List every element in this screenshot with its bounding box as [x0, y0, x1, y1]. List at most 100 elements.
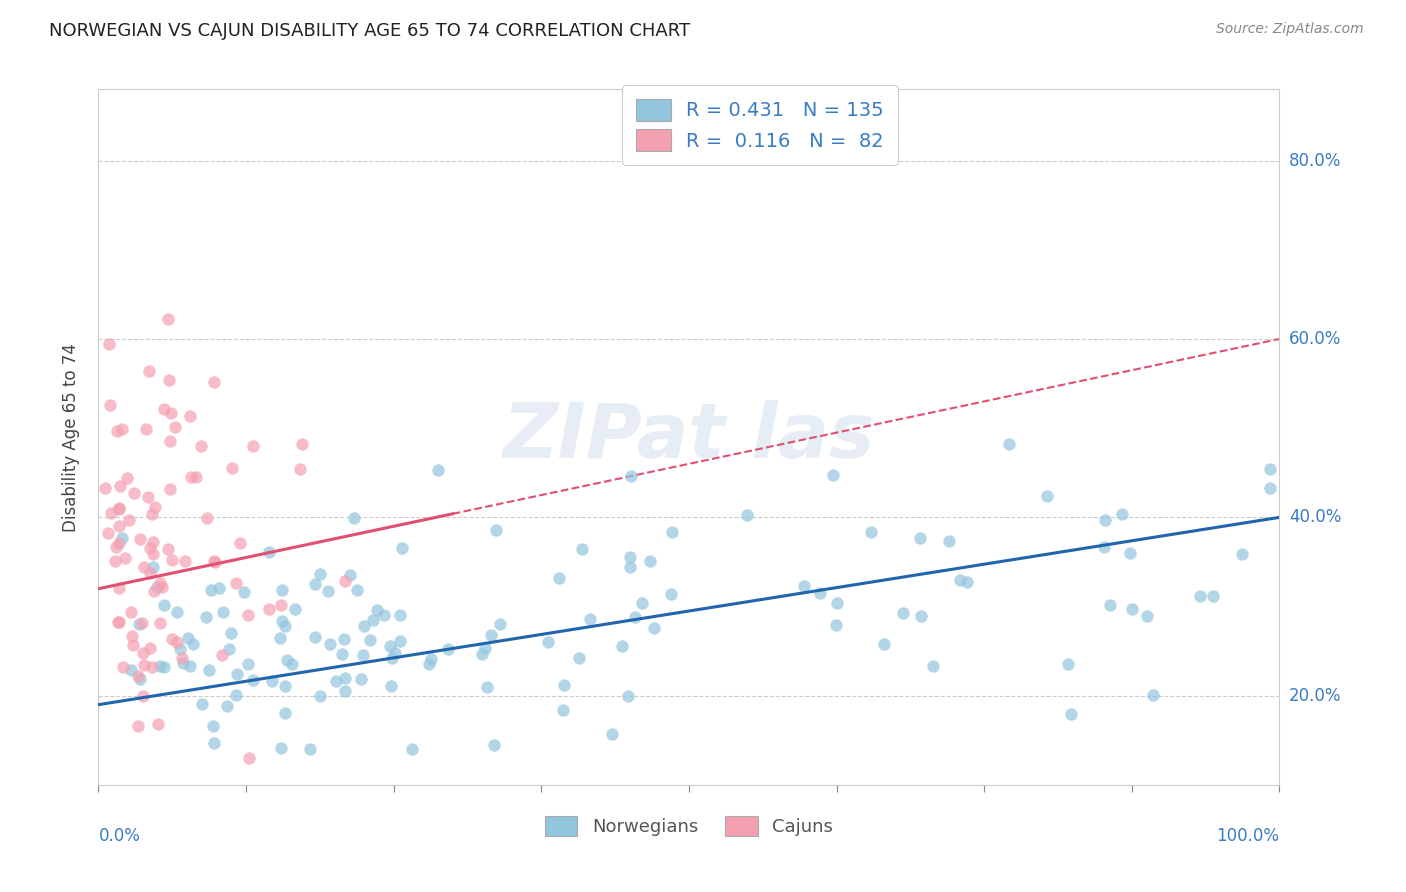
- Point: [568, 650, 591, 665]
- Point: [162, 632, 184, 646]
- Point: [191, 697, 214, 711]
- Point: [149, 575, 172, 590]
- Point: [333, 632, 356, 646]
- Point: [121, 638, 143, 652]
- Point: [108, 501, 131, 516]
- Point: [225, 688, 247, 702]
- Point: [474, 641, 496, 656]
- Point: [274, 706, 297, 721]
- Point: [107, 535, 129, 549]
- Point: [172, 657, 194, 671]
- Point: [143, 584, 166, 599]
- Point: [612, 639, 634, 653]
- Point: [110, 479, 132, 493]
- Point: [389, 633, 412, 648]
- Point: [401, 742, 423, 756]
- Point: [617, 690, 640, 704]
- Point: [860, 524, 883, 539]
- Point: [330, 648, 353, 662]
- Point: [139, 566, 162, 581]
- Point: [1060, 706, 1083, 721]
- Point: [1036, 489, 1059, 503]
- Point: [827, 596, 849, 610]
- Point: [270, 740, 292, 755]
- Point: [174, 554, 197, 568]
- Point: [343, 511, 366, 525]
- Point: [146, 717, 169, 731]
- Point: [373, 608, 395, 623]
- Point: [477, 680, 499, 694]
- Point: [793, 579, 815, 593]
- Point: [270, 614, 292, 628]
- Point: [1099, 598, 1122, 612]
- Point: [179, 409, 201, 424]
- Point: [163, 420, 186, 434]
- Point: [269, 632, 291, 646]
- Point: [128, 532, 150, 546]
- Point: [485, 524, 508, 538]
- Point: [1111, 507, 1133, 521]
- Text: Source: ZipAtlas.com: Source: ZipAtlas.com: [1216, 22, 1364, 37]
- Point: [201, 719, 224, 733]
- Point: [299, 742, 322, 756]
- Point: [825, 617, 848, 632]
- Point: [200, 583, 222, 598]
- Point: [98, 398, 121, 412]
- Point: [124, 486, 146, 500]
- Point: [190, 439, 212, 453]
- Point: [111, 531, 134, 545]
- Point: [631, 596, 654, 610]
- Point: [270, 583, 292, 598]
- Point: [157, 373, 180, 387]
- Point: [389, 607, 412, 622]
- Point: [177, 632, 200, 646]
- Point: [132, 657, 155, 672]
- Point: [270, 598, 292, 612]
- Point: [159, 434, 181, 449]
- Point: [202, 375, 225, 389]
- Point: [624, 609, 647, 624]
- Point: [938, 534, 960, 549]
- Point: [551, 703, 574, 717]
- Point: [219, 625, 242, 640]
- Point: [274, 619, 297, 633]
- Point: [184, 469, 207, 483]
- Point: [128, 617, 150, 632]
- Point: [218, 642, 240, 657]
- Point: [207, 581, 229, 595]
- Point: [350, 672, 373, 686]
- Point: [553, 678, 575, 692]
- Point: [1202, 589, 1225, 603]
- Point: [107, 615, 129, 629]
- Point: [288, 462, 311, 476]
- Point: [291, 437, 314, 451]
- Point: [335, 671, 357, 685]
- Point: [153, 598, 176, 612]
- Point: [198, 664, 221, 678]
- Point: [215, 699, 238, 714]
- Point: [132, 646, 155, 660]
- Point: [141, 507, 163, 521]
- Point: [221, 461, 243, 475]
- Point: [132, 559, 155, 574]
- Text: 100.0%: 100.0%: [1216, 827, 1279, 845]
- Point: [195, 610, 218, 624]
- Point: [233, 584, 256, 599]
- Point: [482, 739, 505, 753]
- Point: [179, 658, 201, 673]
- Point: [242, 440, 264, 454]
- Point: [211, 648, 233, 662]
- Point: [120, 606, 142, 620]
- Point: [112, 660, 135, 674]
- Point: [129, 672, 152, 686]
- Point: [333, 574, 356, 588]
- Point: [571, 542, 593, 557]
- Point: [100, 507, 122, 521]
- Point: [353, 618, 375, 632]
- Point: [309, 690, 332, 704]
- Point: [1092, 541, 1115, 555]
- Point: [391, 541, 413, 556]
- Point: [142, 534, 165, 549]
- Point: [808, 585, 831, 599]
- Point: [619, 560, 641, 574]
